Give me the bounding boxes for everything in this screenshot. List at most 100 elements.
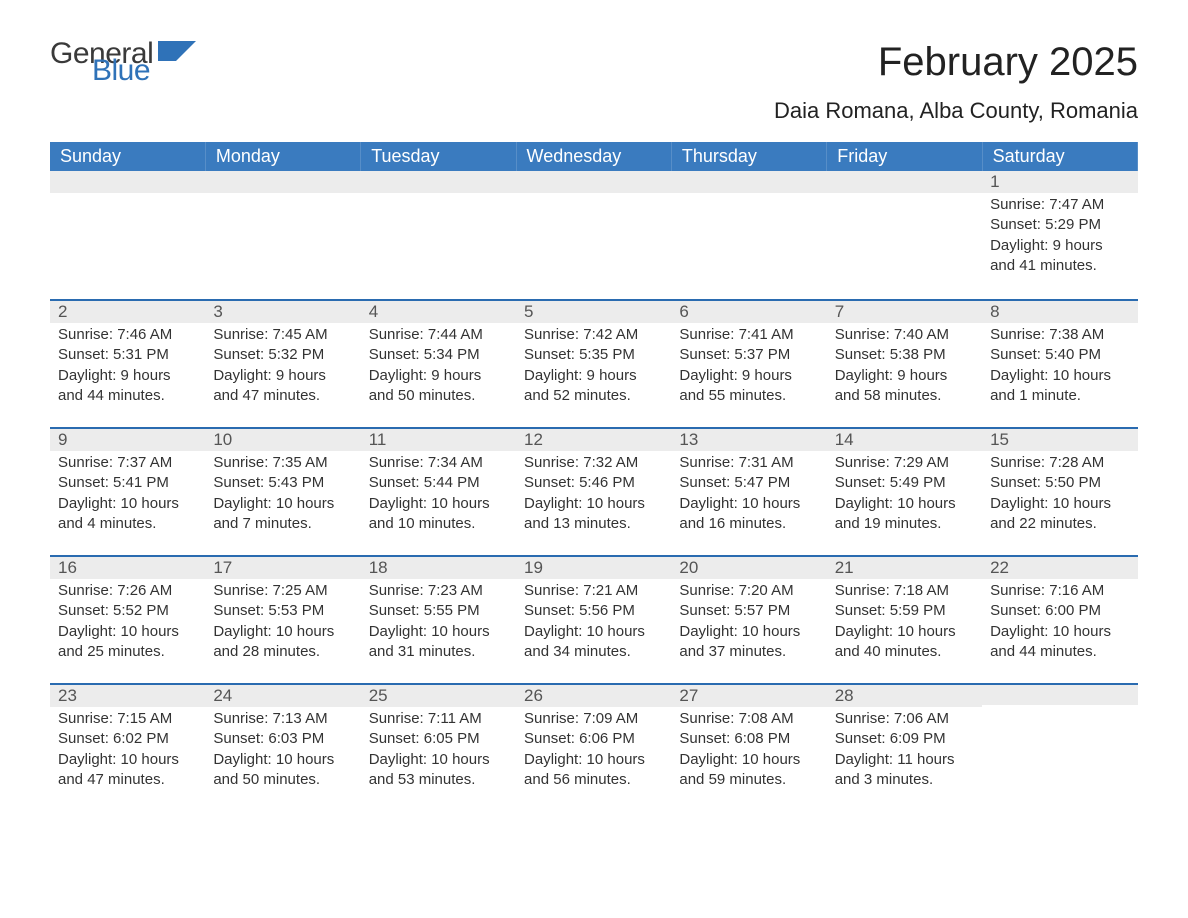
daylight-text: Daylight: 10 hours and 7 minutes.: [213, 494, 352, 535]
day-details: Sunrise: 7:42 AMSunset: 5:35 PMDaylight:…: [516, 323, 671, 414]
day-details: Sunrise: 7:45 AMSunset: 5:32 PMDaylight:…: [205, 323, 360, 414]
day-details: Sunrise: 7:38 AMSunset: 5:40 PMDaylight:…: [982, 323, 1137, 414]
sunrise-text: Sunrise: 7:26 AM: [58, 581, 197, 601]
calendar-cell: 25Sunrise: 7:11 AMSunset: 6:05 PMDayligh…: [361, 683, 516, 811]
sunset-text: Sunset: 5:31 PM: [58, 345, 197, 365]
sunset-text: Sunset: 5:32 PM: [213, 345, 352, 365]
daylight-text: Daylight: 10 hours and 44 minutes.: [990, 622, 1129, 663]
calendar-cell: 5Sunrise: 7:42 AMSunset: 5:35 PMDaylight…: [516, 299, 671, 427]
calendar-cell: 14Sunrise: 7:29 AMSunset: 5:49 PMDayligh…: [827, 427, 982, 555]
sunrise-text: Sunrise: 7:31 AM: [679, 453, 818, 473]
day-details: Sunrise: 7:41 AMSunset: 5:37 PMDaylight:…: [671, 323, 826, 414]
daylight-text: Daylight: 10 hours and 53 minutes.: [369, 750, 508, 791]
day-details: Sunrise: 7:34 AMSunset: 5:44 PMDaylight:…: [361, 451, 516, 542]
sunrise-text: Sunrise: 7:37 AM: [58, 453, 197, 473]
daylight-text: Daylight: 9 hours and 44 minutes.: [58, 366, 197, 407]
calendar-cell: 7Sunrise: 7:40 AMSunset: 5:38 PMDaylight…: [827, 299, 982, 427]
daylight-text: Daylight: 10 hours and 19 minutes.: [835, 494, 974, 535]
sunrise-text: Sunrise: 7:23 AM: [369, 581, 508, 601]
sunrise-text: Sunrise: 7:28 AM: [990, 453, 1129, 473]
calendar-cell: [205, 171, 360, 299]
day-details: Sunrise: 7:47 AMSunset: 5:29 PMDaylight:…: [982, 193, 1137, 284]
weekday-header: Tuesday: [361, 142, 516, 171]
sunrise-text: Sunrise: 7:45 AM: [213, 325, 352, 345]
calendar-cell: 17Sunrise: 7:25 AMSunset: 5:53 PMDayligh…: [205, 555, 360, 683]
day-details: Sunrise: 7:09 AMSunset: 6:06 PMDaylight:…: [516, 707, 671, 798]
day-number: 16: [50, 555, 205, 579]
weekday-header: Wednesday: [516, 142, 671, 171]
day-details: Sunrise: 7:37 AMSunset: 5:41 PMDaylight:…: [50, 451, 205, 542]
logo: General Blue: [50, 40, 198, 84]
calendar-cell: 27Sunrise: 7:08 AMSunset: 6:08 PMDayligh…: [671, 683, 826, 811]
day-details: Sunrise: 7:06 AMSunset: 6:09 PMDaylight:…: [827, 707, 982, 798]
weekday-header: Monday: [205, 142, 360, 171]
day-number: 11: [361, 427, 516, 451]
sunrise-text: Sunrise: 7:35 AM: [213, 453, 352, 473]
logo-text-blue: Blue: [92, 57, 198, 84]
sunrise-text: Sunrise: 7:38 AM: [990, 325, 1129, 345]
sunrise-text: Sunrise: 7:46 AM: [58, 325, 197, 345]
day-number: 17: [205, 555, 360, 579]
calendar-cell: 22Sunrise: 7:16 AMSunset: 6:00 PMDayligh…: [982, 555, 1137, 683]
calendar-cell: 12Sunrise: 7:32 AMSunset: 5:46 PMDayligh…: [516, 427, 671, 555]
daylight-text: Daylight: 9 hours and 55 minutes.: [679, 366, 818, 407]
sunrise-text: Sunrise: 7:18 AM: [835, 581, 974, 601]
sunset-text: Sunset: 5:49 PM: [835, 473, 974, 493]
sunset-text: Sunset: 6:09 PM: [835, 729, 974, 749]
sunset-text: Sunset: 5:46 PM: [524, 473, 663, 493]
sunset-text: Sunset: 6:05 PM: [369, 729, 508, 749]
sunset-text: Sunset: 5:37 PM: [679, 345, 818, 365]
calendar-cell: [982, 683, 1137, 811]
day-details: Sunrise: 7:31 AMSunset: 5:47 PMDaylight:…: [671, 451, 826, 542]
day-details: Sunrise: 7:46 AMSunset: 5:31 PMDaylight:…: [50, 323, 205, 414]
sunset-text: Sunset: 5:47 PM: [679, 473, 818, 493]
calendar-cell: 23Sunrise: 7:15 AMSunset: 6:02 PMDayligh…: [50, 683, 205, 811]
day-details: Sunrise: 7:15 AMSunset: 6:02 PMDaylight:…: [50, 707, 205, 798]
sunrise-text: Sunrise: 7:25 AM: [213, 581, 352, 601]
sunset-text: Sunset: 5:34 PM: [369, 345, 508, 365]
sunset-text: Sunset: 5:29 PM: [990, 215, 1129, 235]
weekday-header-row: Sunday Monday Tuesday Wednesday Thursday…: [50, 142, 1138, 171]
daylight-text: Daylight: 10 hours and 34 minutes.: [524, 622, 663, 663]
day-number: 8: [982, 299, 1137, 323]
sunset-text: Sunset: 5:56 PM: [524, 601, 663, 621]
day-number: 27: [671, 683, 826, 707]
day-number: 15: [982, 427, 1137, 451]
daylight-text: Daylight: 10 hours and 16 minutes.: [679, 494, 818, 535]
day-number: 10: [205, 427, 360, 451]
calendar-cell: [361, 171, 516, 299]
sunset-text: Sunset: 5:57 PM: [679, 601, 818, 621]
sunset-text: Sunset: 5:38 PM: [835, 345, 974, 365]
sunrise-text: Sunrise: 7:06 AM: [835, 709, 974, 729]
calendar-cell: 24Sunrise: 7:13 AMSunset: 6:03 PMDayligh…: [205, 683, 360, 811]
sunrise-text: Sunrise: 7:13 AM: [213, 709, 352, 729]
calendar-cell: 11Sunrise: 7:34 AMSunset: 5:44 PMDayligh…: [361, 427, 516, 555]
weekday-header: Saturday: [982, 142, 1137, 171]
sunset-text: Sunset: 5:53 PM: [213, 601, 352, 621]
weekday-header: Thursday: [671, 142, 826, 171]
sunrise-text: Sunrise: 7:47 AM: [990, 195, 1129, 215]
sunset-text: Sunset: 5:44 PM: [369, 473, 508, 493]
calendar-week-row: 9Sunrise: 7:37 AMSunset: 5:41 PMDaylight…: [50, 427, 1138, 555]
daylight-text: Daylight: 10 hours and 50 minutes.: [213, 750, 352, 791]
sunrise-text: Sunrise: 7:15 AM: [58, 709, 197, 729]
sunset-text: Sunset: 6:00 PM: [990, 601, 1129, 621]
day-details: Sunrise: 7:32 AMSunset: 5:46 PMDaylight:…: [516, 451, 671, 542]
sunset-text: Sunset: 5:35 PM: [524, 345, 663, 365]
calendar-cell: 15Sunrise: 7:28 AMSunset: 5:50 PMDayligh…: [982, 427, 1137, 555]
sunset-text: Sunset: 5:40 PM: [990, 345, 1129, 365]
sunset-text: Sunset: 5:52 PM: [58, 601, 197, 621]
daylight-text: Daylight: 10 hours and 40 minutes.: [835, 622, 974, 663]
day-details: Sunrise: 7:18 AMSunset: 5:59 PMDaylight:…: [827, 579, 982, 670]
daylight-text: Daylight: 10 hours and 10 minutes.: [369, 494, 508, 535]
calendar-cell: 10Sunrise: 7:35 AMSunset: 5:43 PMDayligh…: [205, 427, 360, 555]
day-number: 1: [982, 171, 1137, 193]
daylight-text: Daylight: 10 hours and 4 minutes.: [58, 494, 197, 535]
day-number: 20: [671, 555, 826, 579]
day-details: Sunrise: 7:13 AMSunset: 6:03 PMDaylight:…: [205, 707, 360, 798]
month-title: February 2025: [774, 40, 1138, 84]
sunset-text: Sunset: 5:55 PM: [369, 601, 508, 621]
calendar-week-row: 2Sunrise: 7:46 AMSunset: 5:31 PMDaylight…: [50, 299, 1138, 427]
day-number: 21: [827, 555, 982, 579]
day-details: Sunrise: 7:26 AMSunset: 5:52 PMDaylight:…: [50, 579, 205, 670]
